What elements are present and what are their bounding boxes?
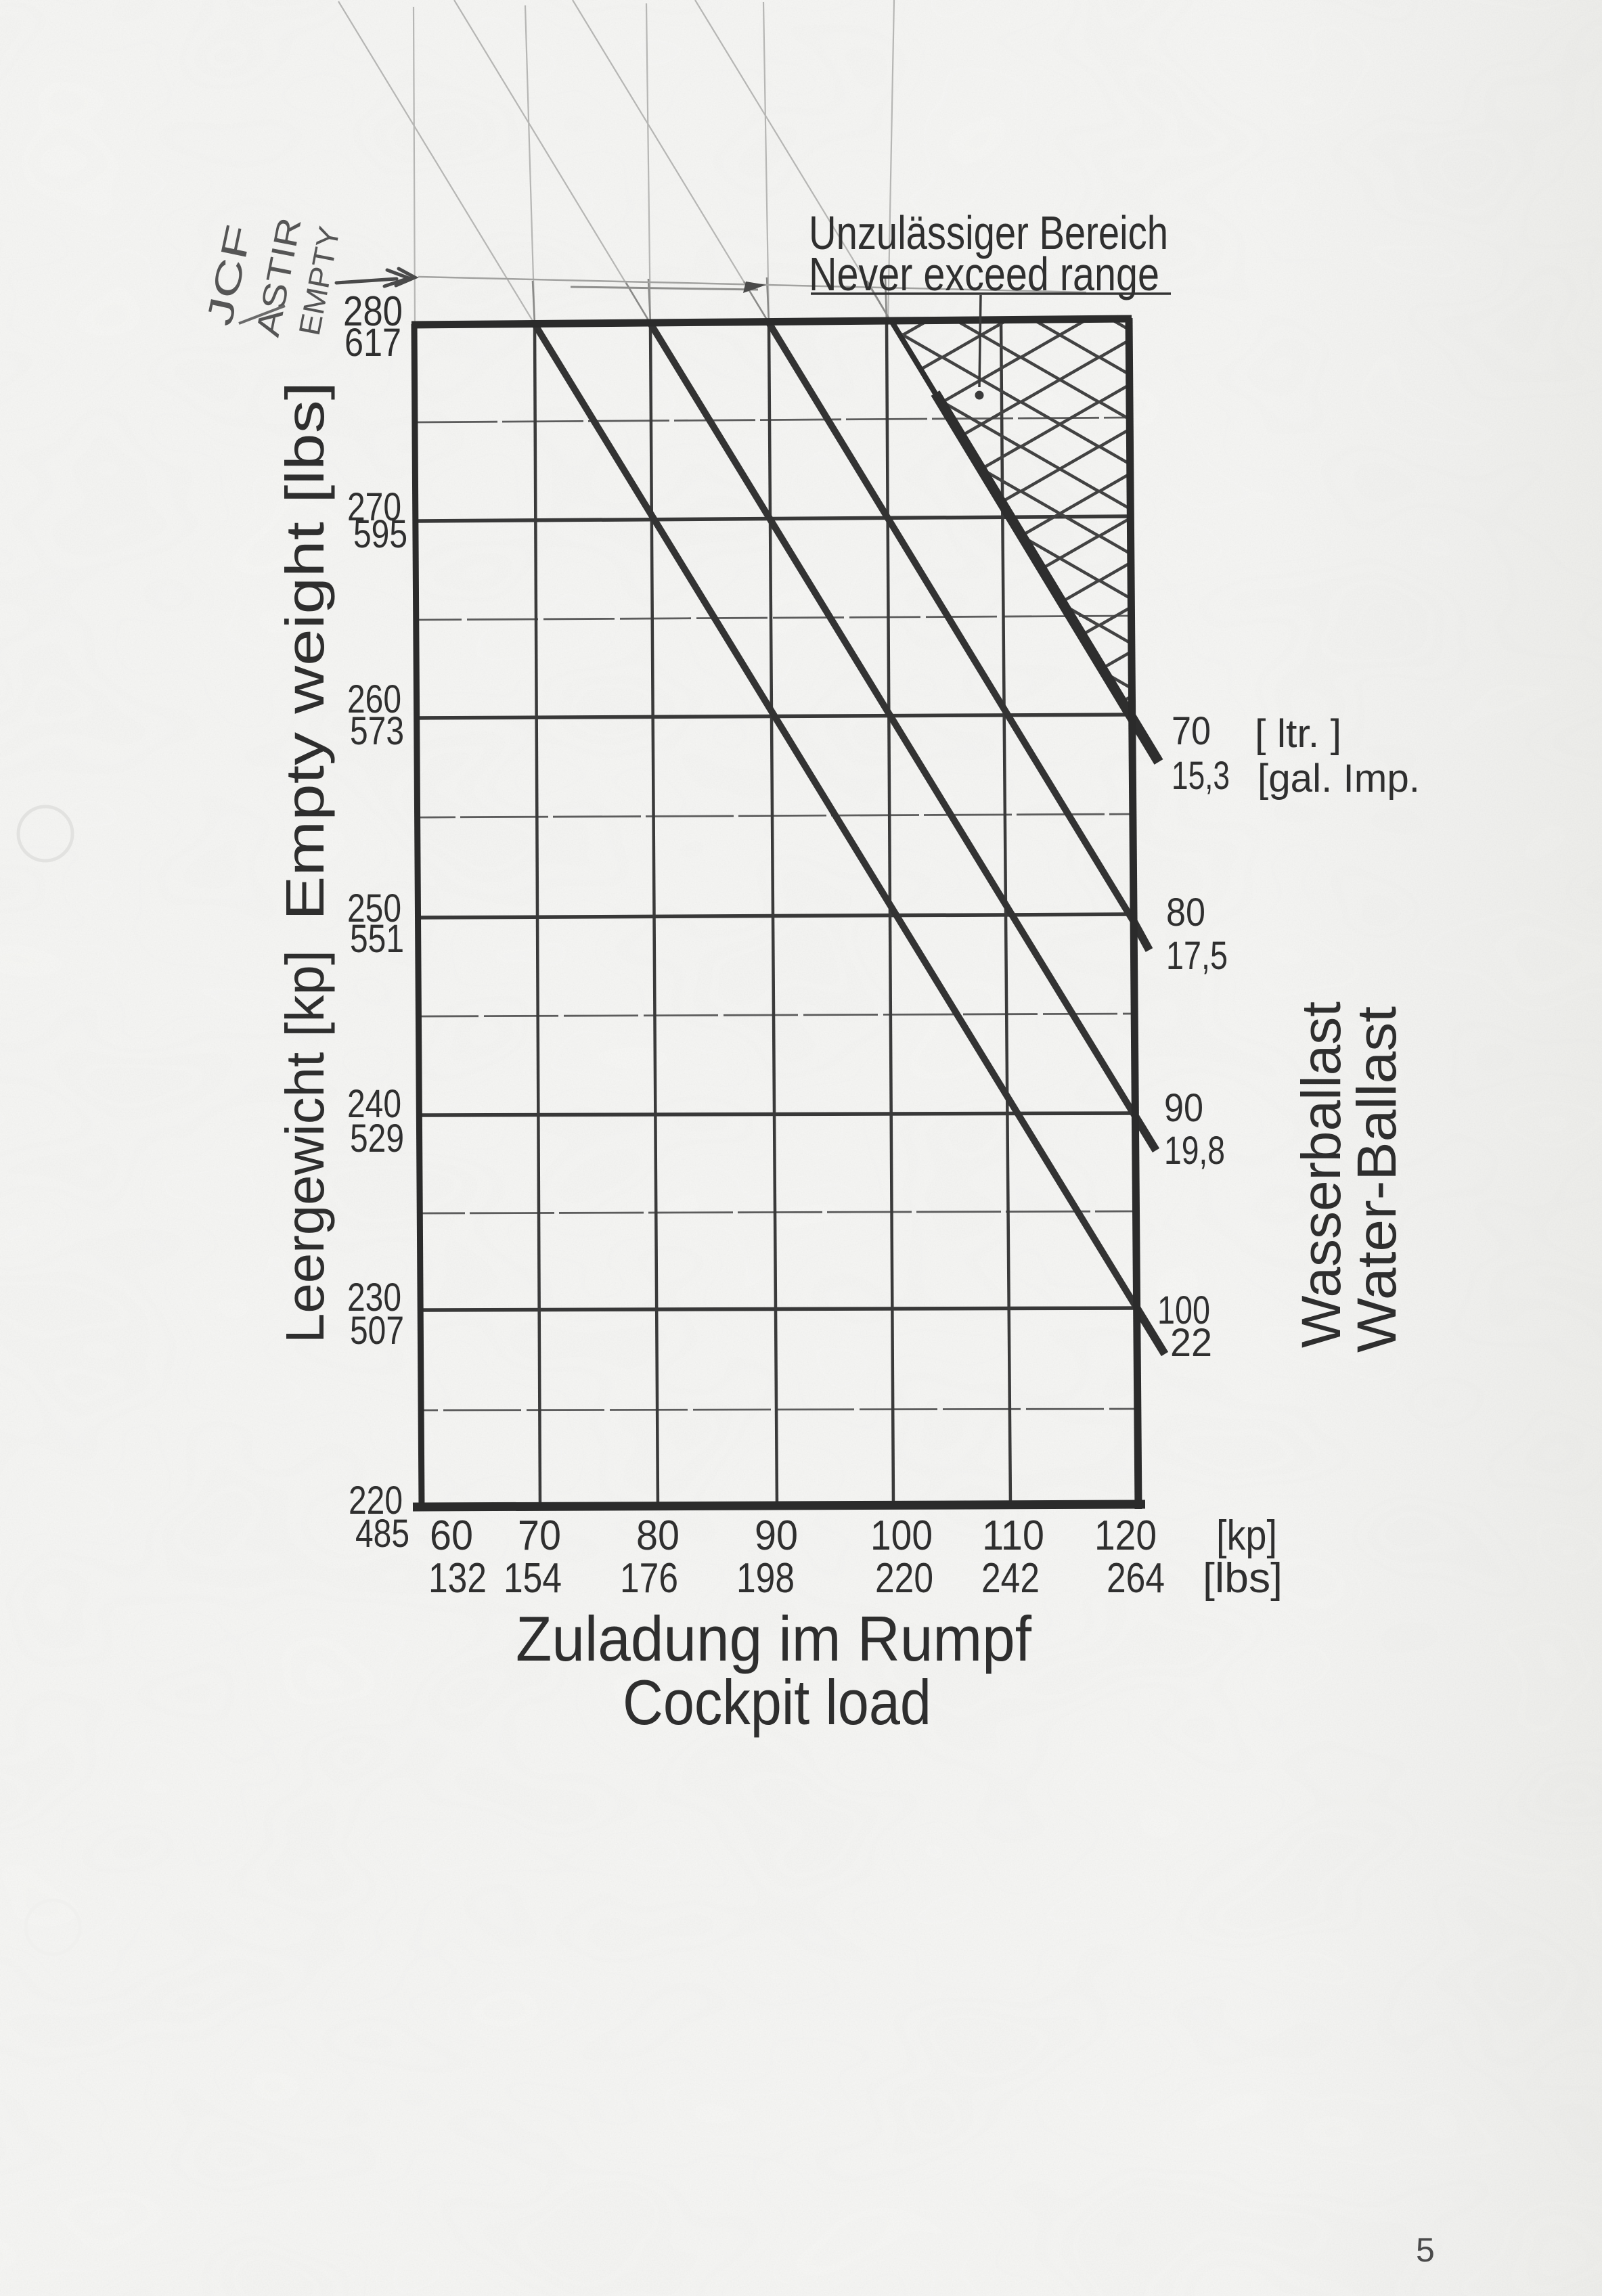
svg-text:120: 120 <box>1094 1512 1157 1559</box>
svg-text:270: 270 <box>347 485 401 529</box>
svg-text:551: 551 <box>350 917 404 961</box>
svg-text:90: 90 <box>1164 1086 1203 1130</box>
svg-text:80: 80 <box>636 1512 680 1559</box>
svg-text:80: 80 <box>1166 891 1205 935</box>
svg-text:154: 154 <box>504 1555 562 1602</box>
svg-text:[lbs]: [lbs] <box>1203 1555 1283 1602</box>
svg-text:260: 260 <box>347 677 401 721</box>
svg-text:617: 617 <box>344 321 401 365</box>
svg-text:[gal. Imp.: [gal. Imp. <box>1258 757 1420 801</box>
svg-text:242: 242 <box>981 1555 1040 1602</box>
svg-text:90: 90 <box>755 1512 798 1559</box>
svg-text:100: 100 <box>1157 1288 1210 1332</box>
svg-text:Zuladung im Rumpf: Zuladung im Rumpf <box>516 1603 1032 1674</box>
svg-text:19,8: 19,8 <box>1164 1129 1225 1173</box>
svg-text:Water-Ballast: Water-Ballast <box>1346 1006 1408 1353</box>
svg-text:132: 132 <box>428 1555 487 1602</box>
svg-text:Unzulässiger Bereich: Unzulässiger Bereich <box>809 206 1168 259</box>
svg-text:100: 100 <box>870 1512 933 1559</box>
svg-text:60: 60 <box>430 1512 473 1559</box>
svg-text:595: 595 <box>353 512 407 556</box>
svg-text:280: 280 <box>343 288 403 335</box>
svg-text:17,5: 17,5 <box>1166 934 1228 978</box>
svg-text:507: 507 <box>350 1309 404 1353</box>
svg-text:5: 5 <box>1416 2231 1435 2269</box>
svg-text:198: 198 <box>736 1555 795 1602</box>
svg-text:22: 22 <box>1170 1321 1212 1365</box>
svg-text:230: 230 <box>347 1276 401 1320</box>
svg-text:Empty weight [lbs]: Empty weight [lbs] <box>275 382 335 920</box>
svg-text:110: 110 <box>982 1512 1044 1559</box>
svg-text:[ ltr. ]: [ ltr. ] <box>1255 712 1341 756</box>
svg-text:485: 485 <box>355 1512 409 1556</box>
svg-text:Never exceed range: Never exceed range <box>809 248 1159 300</box>
svg-text:220: 220 <box>875 1555 933 1602</box>
svg-text:Cockpit load: Cockpit load <box>623 1667 931 1738</box>
svg-text:15,3: 15,3 <box>1172 754 1230 798</box>
svg-text:220: 220 <box>349 1479 403 1523</box>
svg-text:240: 240 <box>347 1082 401 1126</box>
svg-text:[kp]: [kp] <box>1216 1512 1277 1559</box>
svg-text:529: 529 <box>350 1117 404 1161</box>
svg-text:Wasserballast: Wasserballast <box>1291 1001 1352 1348</box>
svg-text:70: 70 <box>1172 709 1211 753</box>
svg-text:Leergewicht [kp]: Leergewicht [kp] <box>275 950 335 1343</box>
svg-text:250: 250 <box>347 886 401 930</box>
svg-text:176: 176 <box>620 1555 678 1602</box>
svg-text:264: 264 <box>1107 1555 1165 1602</box>
svg-text:70: 70 <box>518 1512 561 1559</box>
svg-text:573: 573 <box>350 709 404 753</box>
